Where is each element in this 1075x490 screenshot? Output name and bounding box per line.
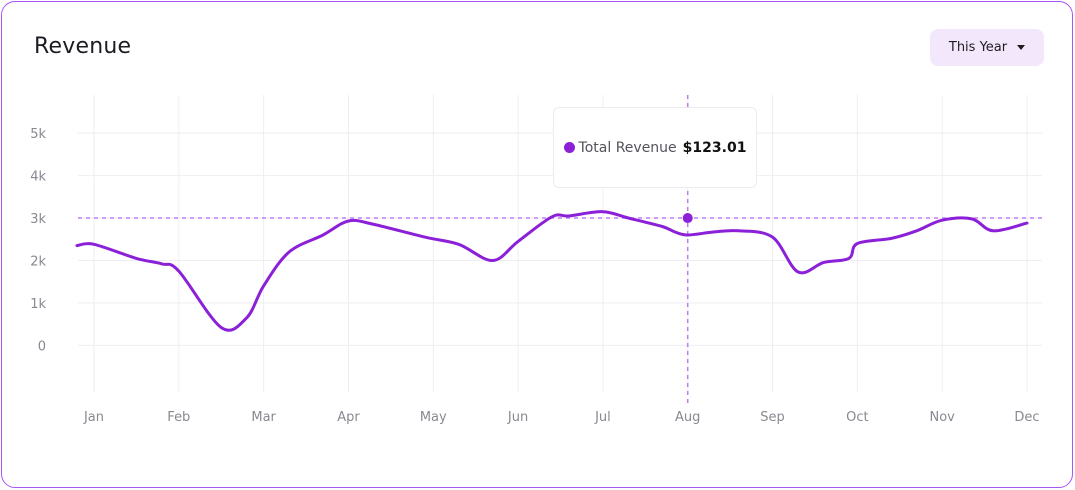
series-dot-icon <box>563 142 575 153</box>
caret-down-icon <box>1017 45 1026 50</box>
tooltip-label: Total Revenue <box>578 139 677 156</box>
y-axis: 0 1k 2k 3k 4k 5k <box>30 127 46 354</box>
chart-tooltip: Total Revenue $123.01 <box>553 107 757 188</box>
x-tick-label: Jun <box>507 410 528 425</box>
y-tick-label: 2k <box>30 254 46 269</box>
date-range-dropdown[interactable]: This Year <box>930 29 1044 66</box>
highlight-point <box>682 213 693 224</box>
revenue-series-line <box>75 210 1029 332</box>
x-tick-label: Sep <box>760 410 785 425</box>
x-tick-label: Oct <box>846 410 868 425</box>
x-tick-label: Feb <box>167 410 190 425</box>
date-range-label: This Year <box>948 40 1008 55</box>
card-title: Revenue <box>34 34 132 59</box>
y-tick-label: 4k <box>30 170 46 185</box>
y-tick-label: 1k <box>30 297 46 312</box>
x-tick-label: Aug <box>675 410 700 425</box>
x-tick-label: Jan <box>83 410 104 425</box>
x-tick-label: May <box>420 410 447 425</box>
tooltip-value: $123.01 <box>682 139 747 156</box>
y-tick-label: 0 <box>38 339 46 354</box>
x-tick-label: Nov <box>929 410 955 425</box>
x-tick-label: Apr <box>337 410 360 425</box>
y-tick-label: 3k <box>30 212 46 227</box>
x-tick-label: Jul <box>594 410 611 425</box>
x-tick-label: Mar <box>251 410 276 425</box>
y-tick-label: 5k <box>30 127 46 142</box>
x-tick-label: Dec <box>1014 410 1039 425</box>
x-axis: Jan Feb Mar Apr May Jun Jul Aug Sep Oct Nov Dec <box>83 410 1040 425</box>
